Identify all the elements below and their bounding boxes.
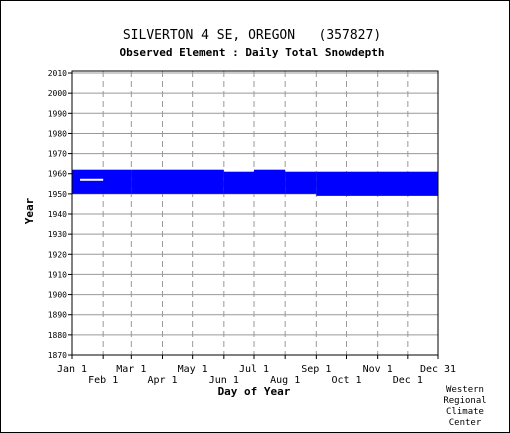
y-tick-label: 1880 [48,331,67,340]
credit-line: Center [448,418,482,428]
wrcc-credit: Western Regional Climate Center [435,385,495,429]
x-tick-label: Aug 1 [270,375,300,386]
x-tick-label: Sep 1 [301,364,331,375]
y-tick-label: 1910 [48,270,67,279]
x-tick-label: Jul 1 [239,364,269,375]
y-tick-label: 1970 [48,150,67,159]
credit-line: Regional [443,396,487,406]
chart-subtitle: Observed Element : Daily Total Snowdepth [120,46,385,59]
y-tick-label: 1940 [48,210,67,219]
y-tick-label: 1890 [48,311,67,320]
credit-line: Climate [446,407,484,417]
plot-border [71,70,439,356]
y-tick-label: 1950 [48,190,67,199]
y-tick-label: 2000 [48,89,67,98]
x-tick-label: May 1 [178,364,208,375]
y-tick-label: 2010 [48,69,67,78]
coverage-band [223,171,254,194]
x-tick-label: Oct 1 [331,375,361,386]
y-tick-label: 1960 [48,170,67,179]
x-tick-label: Dec 1 [393,375,423,386]
coverage-band [285,171,317,194]
y-tick-label: 1990 [48,109,67,118]
x-tick-label: Apr 1 [147,375,177,386]
y-tick-label: 1900 [48,291,67,300]
x-tick-label: Nov 1 [363,364,393,375]
x-tick-label: Feb 1 [88,375,118,386]
snow-observation [80,178,104,181]
x-tick-label: Jun 1 [209,375,239,386]
plot-area: 1870 1880 1890 1900 1910 1920 1930 1940 1950 1960… [48,69,456,386]
credit-line: Western [446,385,484,395]
chart-title: SILVERTON 4 SE, OREGON (357827) [123,28,381,43]
coverage-band [131,169,224,194]
y-axis-label: Year [23,197,36,224]
coverage-band [253,169,286,194]
coverage-band [72,169,132,194]
x-tick-label: Jan 1 [57,364,87,375]
coverage-band [316,171,438,196]
x-tick-label: Dec 31 [420,364,456,375]
x-tick-label: Mar 1 [116,364,146,375]
y-tick-label: 1930 [48,230,67,239]
y-tick-label: 1980 [48,129,67,138]
y-tick-label: 1870 [48,351,67,360]
x-axis-label: Day of Year [218,385,291,398]
y-tick-label: 1920 [48,250,67,259]
